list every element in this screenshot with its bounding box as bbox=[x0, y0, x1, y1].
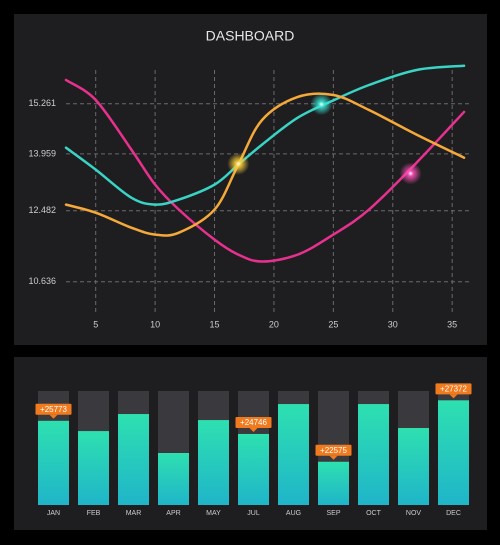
chart-title: DASHBOARD bbox=[206, 28, 295, 44]
bar bbox=[238, 433, 269, 505]
bar bbox=[318, 461, 349, 505]
highlight-point bbox=[227, 152, 250, 175]
value-label-box bbox=[235, 416, 272, 428]
x-tick-label: 30 bbox=[388, 319, 398, 329]
x-tick-label: 35 bbox=[447, 319, 457, 329]
bar bbox=[358, 404, 389, 505]
bar bbox=[38, 420, 69, 505]
x-tick-label: APR bbox=[166, 510, 180, 517]
value-label-box bbox=[435, 383, 472, 395]
y-tick-label: 12.482 bbox=[28, 205, 56, 215]
x-tick-label: MAY bbox=[206, 510, 221, 517]
bar bbox=[278, 404, 309, 505]
highlight-point bbox=[399, 162, 422, 185]
bar bbox=[118, 414, 149, 505]
highlight-point bbox=[310, 93, 333, 116]
value-label: +25773 bbox=[40, 405, 67, 414]
value-label-pointer bbox=[449, 394, 458, 399]
x-tick-label: 15 bbox=[210, 319, 220, 329]
value-label: +24746 bbox=[240, 418, 267, 427]
value-label-pointer bbox=[49, 414, 58, 419]
x-tick-label: JAN bbox=[47, 510, 60, 517]
value-label: +27372 bbox=[440, 384, 467, 393]
x-tick-label: DEC bbox=[446, 510, 461, 517]
x-tick-label: JUL bbox=[247, 510, 260, 517]
value-label: +22575 bbox=[320, 446, 347, 455]
x-tick-label: OCT bbox=[366, 510, 382, 517]
y-tick-label: 15.261 bbox=[28, 98, 56, 108]
value-label-box bbox=[35, 403, 72, 415]
y-tick-label: 10.636 bbox=[28, 276, 56, 286]
bar bbox=[398, 428, 429, 505]
x-tick-label: SEP bbox=[326, 510, 340, 517]
y-tick-label: 13.959 bbox=[28, 148, 56, 158]
x-tick-label: MAR bbox=[126, 510, 142, 517]
bar bbox=[438, 400, 469, 505]
series-line bbox=[64, 78, 466, 263]
value-label-box bbox=[315, 444, 352, 456]
x-tick-label: 5 bbox=[93, 319, 98, 329]
bar bbox=[158, 452, 189, 505]
x-tick-label: 20 bbox=[269, 319, 279, 329]
x-tick-label: 10 bbox=[150, 319, 160, 329]
x-tick-label: FEB bbox=[87, 510, 101, 517]
bar bbox=[198, 420, 229, 505]
value-label-pointer bbox=[249, 427, 258, 432]
bar bbox=[78, 431, 109, 505]
x-tick-label: NOV bbox=[406, 510, 422, 517]
x-tick-label: 25 bbox=[328, 319, 338, 329]
value-label-pointer bbox=[329, 455, 338, 460]
x-tick-label: AUG bbox=[286, 510, 301, 517]
